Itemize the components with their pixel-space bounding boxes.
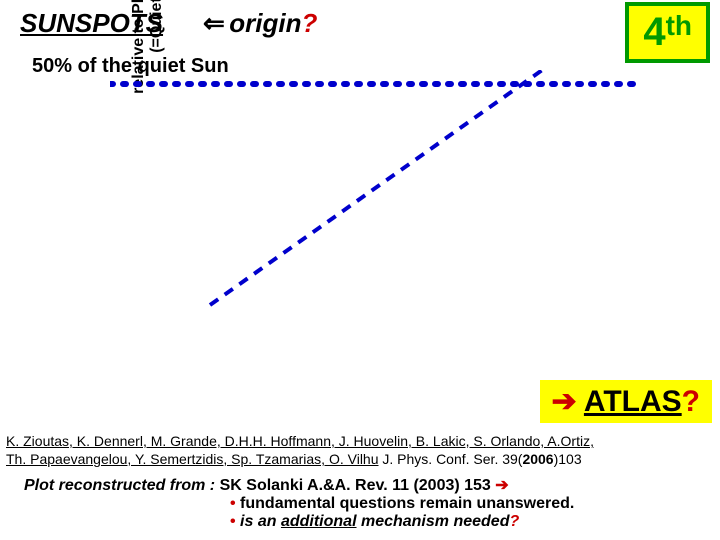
plot-source-line: Plot reconstructed from : SK Solanki A.&… xyxy=(24,475,509,495)
origin-group: ⇐ origin? xyxy=(203,8,317,39)
bullet-list: • fundamental questions remain unanswere… xyxy=(230,495,574,531)
references: K. Zioutas, K. Dennerl, M. Grande, D.H.H… xyxy=(6,432,594,468)
arrow-right-icon: ➔ xyxy=(552,385,577,418)
origin-question: ? xyxy=(302,8,318,38)
badge-4th: 4th xyxy=(625,2,710,63)
bullet-dot-icon: • xyxy=(230,495,240,512)
atlas-text: ATLAS xyxy=(584,385,682,418)
bullet2-a: is an xyxy=(240,513,281,530)
origin-word: origin xyxy=(229,8,301,38)
bullet1-b: remain unanswered. xyxy=(420,495,575,512)
atlas-question: ? xyxy=(682,385,700,418)
authors-line1: K. Zioutas, K. Dennerl, M. Grande, D.H.H… xyxy=(6,432,594,450)
origin-text: origin? xyxy=(229,8,317,38)
badge-number: 4 xyxy=(643,10,665,54)
bullet2-b: additional xyxy=(281,513,357,530)
plot-source: SK Solanki A.&A. Rev. 11 (2003) 153 xyxy=(220,477,496,494)
badge-suffix: th xyxy=(666,10,692,41)
atlas-badge: ➔ ATLAS? xyxy=(540,380,712,423)
bullet-2: • is an additional mechanism needed? xyxy=(230,513,574,531)
bullet-1: • fundamental questions remain unanswere… xyxy=(230,495,574,513)
arrow-right-icon-2: ➔ xyxy=(495,477,508,494)
dashed-trend-line xyxy=(210,70,620,305)
chart-sketch xyxy=(110,70,670,320)
bullet2-c: mechanism needed xyxy=(357,513,510,530)
arrow-left-icon: ⇐ xyxy=(203,8,225,38)
plot-label: Plot reconstructed from : xyxy=(24,477,215,494)
authors-line2: Th. Papaevangelou, Y. Semertzidis, Sp. T… xyxy=(6,450,594,468)
bullet2-q: ? xyxy=(509,513,519,530)
title-row: SUNSPOTS ⇐ origin? xyxy=(20,8,317,39)
bullet-dot-icon: • xyxy=(230,513,240,530)
bullet1-a: fundamental questions xyxy=(240,495,420,512)
